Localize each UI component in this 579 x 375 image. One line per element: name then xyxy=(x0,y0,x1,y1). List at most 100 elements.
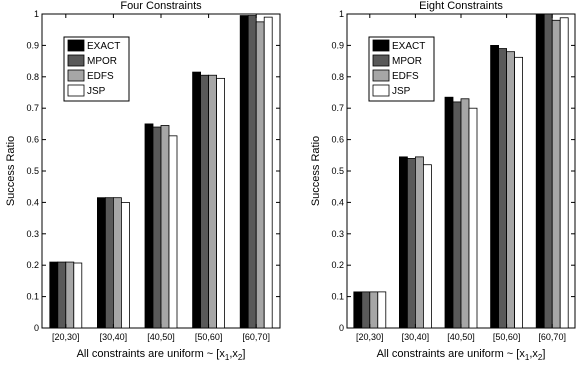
y-tick-label: 0 xyxy=(339,323,344,333)
chart-eight-constraints: Eight Constraints 0 0.1 0.2 0.3 0.4 0.5 0.6 0.7 0… xyxy=(310,0,576,362)
y-tick-label: 0.7 xyxy=(331,103,344,113)
x-tick-label: [60,70] xyxy=(538,332,566,342)
x-axis-label-close: ] xyxy=(542,348,545,360)
bar-edfs-1 xyxy=(414,156,424,329)
bar-exact-2 xyxy=(444,96,454,329)
bar-mpor-4 xyxy=(543,13,553,329)
y-tick-label: 0.8 xyxy=(331,72,344,82)
legend-label-edfs: EDFS xyxy=(87,71,114,82)
bar-exact-0 xyxy=(49,261,59,329)
legend-label-edfs: EDFS xyxy=(392,71,419,82)
legend-swatch-mpor xyxy=(372,54,390,67)
bar-mpor-1 xyxy=(105,197,114,329)
bar-jsp-2 xyxy=(468,107,478,329)
x-tick-label: [30,40] xyxy=(100,332,128,342)
y-tick-label: 0.6 xyxy=(331,135,344,145)
bar-exact-3 xyxy=(192,71,202,329)
legend-label-mpor: MPOR xyxy=(392,56,422,67)
y-tick-label: 1 xyxy=(34,9,39,19)
bar-edfs-3 xyxy=(506,51,516,329)
y-tick-label: 0.5 xyxy=(331,166,344,176)
y-tick-label: 0.2 xyxy=(331,260,344,270)
x-axis-label: All constraints are uniform ~ [x1,x2] xyxy=(377,348,546,362)
x-axis-label-sep: ,x xyxy=(529,348,538,360)
bar-edfs-0 xyxy=(369,291,379,329)
bar-jsp-3 xyxy=(514,56,523,329)
y-tick-label: 1 xyxy=(339,9,344,19)
x-tick-label: [50,60] xyxy=(195,332,223,342)
bar-exact-1 xyxy=(398,156,408,329)
bar-exact-3 xyxy=(490,45,500,329)
x-tick-label: [30,40] xyxy=(402,332,430,342)
y-tick-label: 0.4 xyxy=(331,197,344,207)
bar-exact-2 xyxy=(144,123,154,329)
legend-swatch-jsp xyxy=(372,84,390,97)
y-axis-label: Success Ratio xyxy=(310,136,322,206)
x-axis-label-main: All constraints are uniform ~ [x xyxy=(77,348,226,360)
bar-mpor-4 xyxy=(247,15,257,329)
bar-jsp-0 xyxy=(73,262,83,329)
bar-mpor-0 xyxy=(361,291,371,329)
bar-edfs-2 xyxy=(460,98,470,329)
x-tick-label: [20,30] xyxy=(52,332,80,342)
y-tick-label: 0.9 xyxy=(331,40,344,50)
legend-swatch-jsp xyxy=(67,84,85,97)
bar-edfs-4 xyxy=(255,21,265,329)
legend-label-exact: EXACT xyxy=(392,41,425,52)
x-tick-label: [40,50] xyxy=(147,332,175,342)
x-axis-label: All constraints are uniform ~ [x1,x2] xyxy=(77,348,246,362)
bar-mpor-1 xyxy=(406,158,416,329)
chart-four-constraints: Four Constraints 0 0.1 0.2 0.3 0.4 0.5 0.6 0.7 0.… xyxy=(5,0,281,362)
legend-swatch-edfs xyxy=(67,69,85,82)
legend-swatch-mpor xyxy=(67,54,85,67)
bar-exact-4 xyxy=(239,15,249,329)
y-tick-label: 0.3 xyxy=(26,229,39,239)
x-tick-label: [40,50] xyxy=(447,332,475,342)
legend-label-exact: EXACT xyxy=(87,41,120,52)
y-tick-label: 0.1 xyxy=(331,292,344,302)
bar-exact-4 xyxy=(535,13,545,329)
bar-edfs-4 xyxy=(551,19,561,329)
legend-swatch-exact xyxy=(372,39,390,52)
bar-mpor-2 xyxy=(152,126,162,329)
bar-jsp-4 xyxy=(559,17,569,329)
bar-edfs-3 xyxy=(208,74,218,329)
x-axis-label-sep: ,x xyxy=(229,348,238,360)
y-tick-label: 0.2 xyxy=(26,260,39,270)
bar-mpor-2 xyxy=(452,101,462,329)
y-tick-label: 0.6 xyxy=(26,135,39,145)
y-tick-label: 0.7 xyxy=(26,103,39,113)
bar-jsp-3 xyxy=(216,77,226,329)
y-tick-label: 0 xyxy=(34,323,39,333)
y-tick-label: 0.5 xyxy=(26,166,39,176)
y-tick-label: 0.4 xyxy=(26,197,39,207)
bar-jsp-1 xyxy=(121,201,130,329)
bar-mpor-3 xyxy=(200,74,210,329)
y-tick-label: 0.3 xyxy=(331,229,344,239)
legend-label-jsp: JSP xyxy=(87,86,106,97)
y-tick-label: 0.1 xyxy=(26,292,39,302)
legend: EXACT MPOR EDFS JSP xyxy=(368,36,435,102)
legend-swatch-exact xyxy=(67,39,85,52)
x-tick-label: [50,60] xyxy=(493,332,521,342)
y-tick-label: 0.9 xyxy=(26,40,39,50)
legend: EXACT MPOR EDFS JSP xyxy=(63,36,130,102)
x-tick-label: [20,30] xyxy=(356,332,384,342)
x-axis-label-main: All constraints are uniform ~ [x xyxy=(377,348,526,360)
bar-jsp-1 xyxy=(422,164,432,329)
legend-label-mpor: MPOR xyxy=(87,56,117,67)
bar-edfs-1 xyxy=(113,197,122,329)
legend-swatch-edfs xyxy=(372,69,390,82)
bar-edfs-0 xyxy=(65,261,75,329)
bar-jsp-4 xyxy=(263,16,273,329)
bar-exact-0 xyxy=(353,291,363,329)
y-tick-label: 0.8 xyxy=(26,72,39,82)
x-axis-label-sub1: 1 xyxy=(525,353,530,362)
bar-mpor-0 xyxy=(57,261,67,329)
x-axis-label-sub2: 2 xyxy=(538,353,543,362)
bar-mpor-3 xyxy=(498,48,508,329)
x-axis-label-sub1: 1 xyxy=(225,353,230,362)
chart-title: Eight Constraints xyxy=(419,0,503,12)
x-axis-label-close: ] xyxy=(242,348,245,360)
